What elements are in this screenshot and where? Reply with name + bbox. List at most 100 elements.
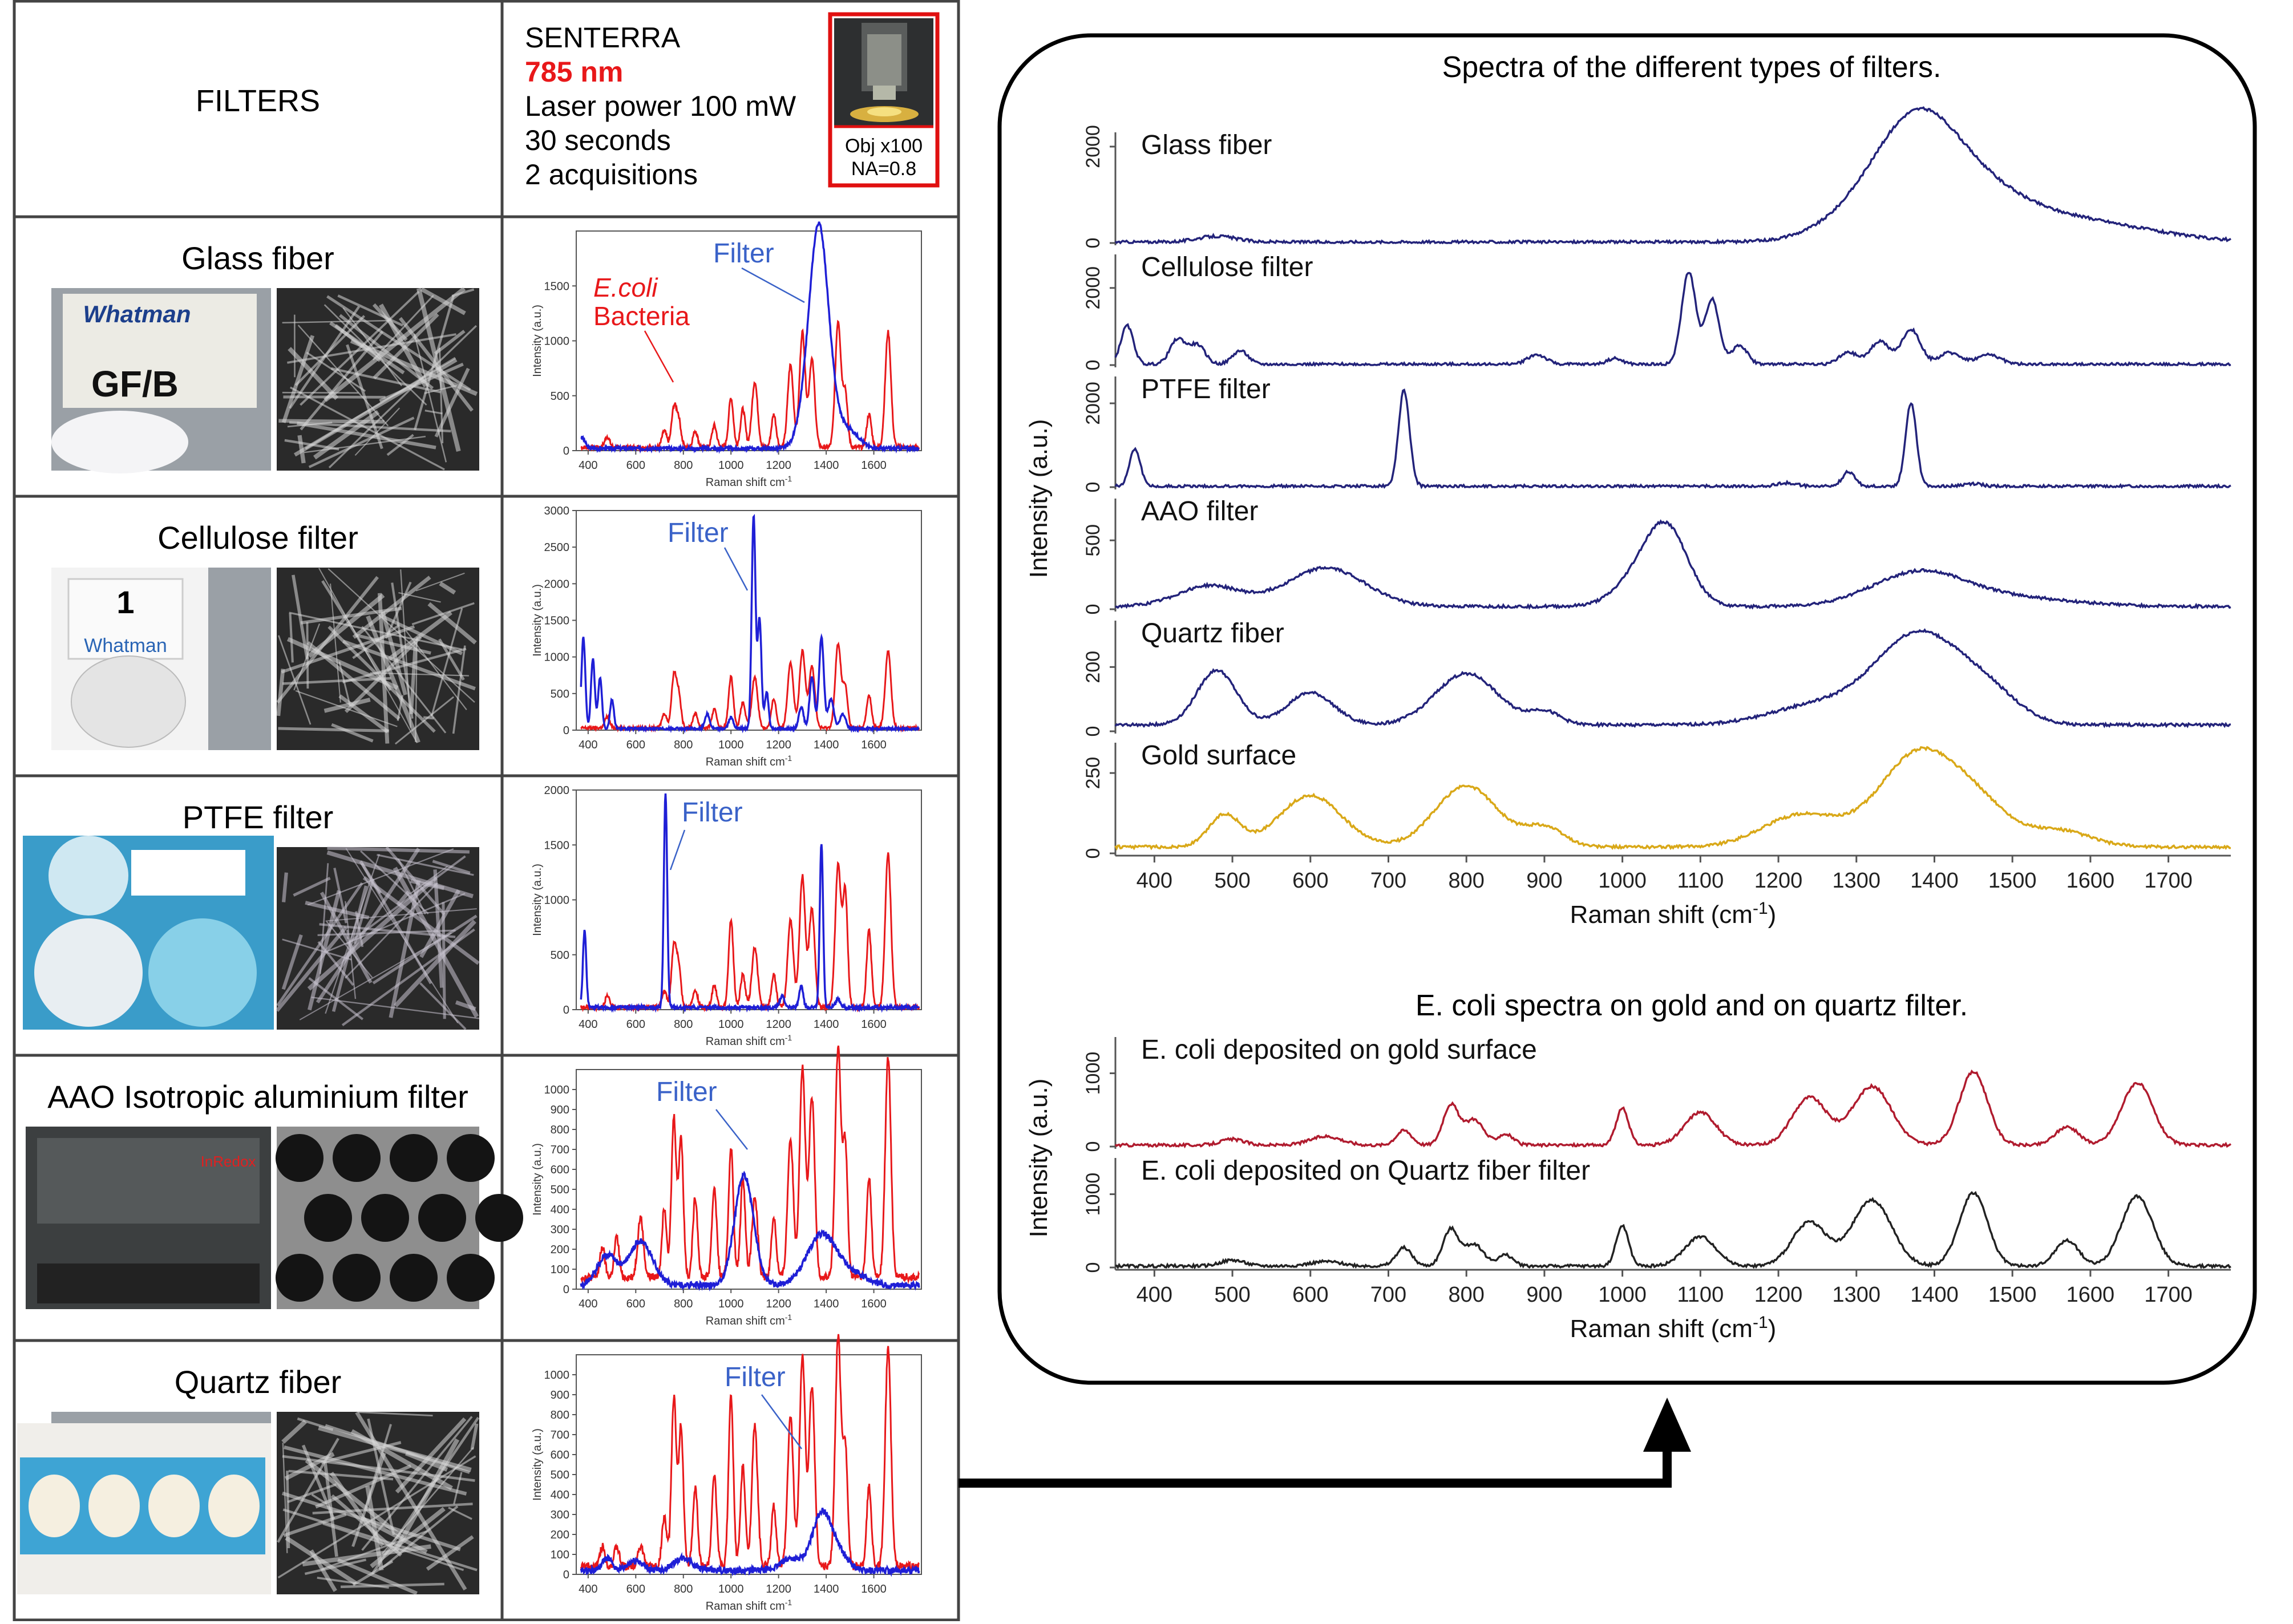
bacteria-series-line (581, 322, 919, 450)
x-tick-label: 600 (626, 739, 645, 751)
x-tick-label: 1400 (814, 459, 839, 472)
x-tick-label: 1000 (718, 739, 744, 751)
x-axis-label: Raman shift cm-1 (706, 1033, 792, 1048)
x-tick-label: 400 (1137, 1283, 1172, 1307)
x-tick-label: 1700 (2144, 869, 2193, 893)
x-axis-label-sup: -1 (1753, 899, 1768, 918)
fiber (347, 930, 348, 939)
table-grid (14, 1, 959, 1620)
series-line (1115, 273, 2231, 366)
y-axis-label: Intensity (a.u.) (531, 1143, 544, 1216)
pore (361, 1194, 409, 1242)
x-tick-label: 1400 (814, 1018, 839, 1031)
x-tick-label: 1000 (718, 1583, 744, 1595)
y-tick-label: 500 (551, 390, 569, 403)
x-tick-label: 1600 (861, 1018, 887, 1031)
series-line (1115, 390, 2231, 487)
x-axis-label: Raman shift cm-1 (706, 754, 792, 768)
filter-disc (148, 918, 257, 1027)
series-label: Glass fiber (1141, 130, 1272, 160)
bacteria-series-line (581, 1046, 919, 1281)
x-tick-label: 600 (626, 1583, 645, 1595)
filter-disc (208, 1475, 260, 1537)
x-axis-label-sup: -1 (1753, 1313, 1768, 1332)
y-tick-label: 500 (551, 1184, 569, 1196)
x-tick-label: 1200 (766, 459, 791, 472)
y-tick-label: 500 (1082, 524, 1104, 557)
package-brand: InRedox (201, 1153, 256, 1170)
y-tick-label: 0 (1082, 238, 1104, 249)
package-label (37, 1138, 260, 1224)
pore (447, 1134, 495, 1182)
series-label: Cellulose filter (1141, 252, 1313, 282)
series-label: Gold surface (1141, 740, 1296, 771)
bacteria-series-line (581, 853, 919, 1010)
x-axis-label-sup: -1 (785, 754, 792, 763)
x-tick-label: 400 (579, 1583, 597, 1595)
objective-magnification: Obj x100 (845, 135, 923, 157)
fiber (282, 392, 359, 393)
pore (333, 1134, 381, 1182)
x-tick-label: 1000 (718, 1298, 744, 1310)
x-tick-label: 1200 (1754, 1283, 1803, 1307)
filter-tag-arrow (670, 830, 685, 870)
x-tick-label: 1500 (1988, 869, 2037, 893)
series-label: PTFE filter (1141, 374, 1271, 404)
instrument-name: SENTERRA (525, 22, 681, 54)
filter-series-tag: Filter (713, 238, 774, 269)
series-line (1115, 1071, 2231, 1147)
x-tick-label: 1600 (2066, 869, 2115, 893)
x-tick-label: 1400 (1910, 869, 1959, 893)
acquisition-count: 2 acquisitions (525, 159, 698, 191)
x-axis-label-sup: -1 (785, 1598, 792, 1607)
package-base (37, 1263, 260, 1303)
x-tick-label: 1200 (766, 1018, 791, 1031)
bottom-chart-title: E. coli spectra on gold and on quartz fi… (1416, 989, 1968, 1022)
fiber (423, 718, 434, 719)
filter-series-tag: Filter (668, 518, 729, 548)
y-tick-label: 1000 (544, 1084, 570, 1096)
x-tick-label: 600 (626, 1298, 645, 1310)
filter-tag-arrow (725, 548, 747, 590)
filter-tag-arrow (762, 1395, 802, 1449)
filter-disc (48, 836, 128, 916)
x-axis-label-end: ) (1768, 1315, 1777, 1343)
row-title: Glass fiber (181, 240, 334, 276)
filter-photo (17, 1412, 479, 1594)
laser-power: Laser power 100 mW (525, 90, 796, 122)
x-tick-label: 400 (579, 1018, 597, 1031)
series-line (1115, 1193, 2231, 1267)
filter-photo (23, 836, 479, 1030)
box-number: 1 (116, 584, 134, 620)
row-title: AAO Isotropic aluminium filter (47, 1079, 468, 1115)
x-tick-label: 500 (1214, 869, 1250, 893)
filter-disc (88, 1475, 140, 1537)
x-axis-label: Raman shift cm-1 (706, 1598, 792, 1613)
y-tick-label: 200 (551, 1529, 569, 1541)
y-tick-label: 0 (563, 724, 569, 737)
y-tick-label: 2000 (544, 784, 570, 797)
x-axis-label-sup: -1 (785, 474, 792, 483)
x-tick-label: 1400 (1910, 1283, 1959, 1307)
y-axis-label: Intensity (a.u.) (1025, 1079, 1053, 1238)
filter-series-line (581, 793, 919, 1009)
filter-photo: InRedox (26, 1127, 523, 1309)
filter-tag-arrow (716, 1109, 747, 1149)
y-tick-label: 500 (551, 949, 569, 962)
y-tick-label: 500 (551, 1469, 569, 1481)
row-title: Cellulose filter (157, 520, 358, 556)
y-tick-label: 400 (551, 1204, 569, 1216)
x-axis-label: Raman shift cm-1 (706, 474, 792, 489)
